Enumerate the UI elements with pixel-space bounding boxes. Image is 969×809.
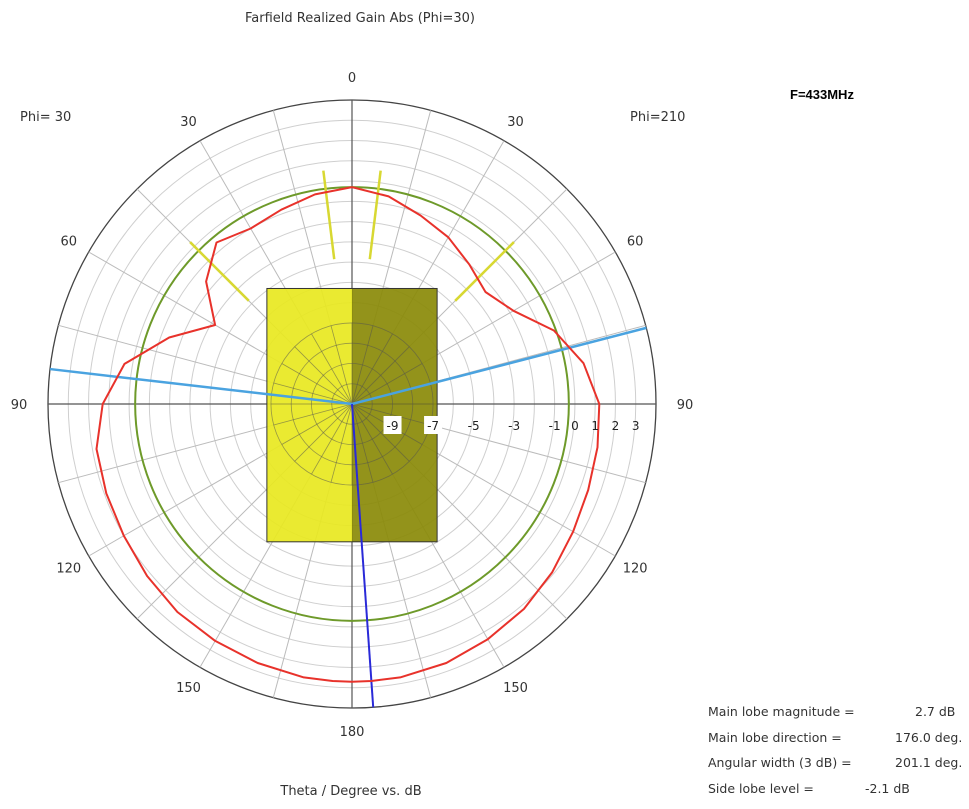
- grid-spoke: [351, 346, 410, 405]
- stat-value: 176.0 deg.: [895, 730, 962, 745]
- phi-right-label: Phi=210: [630, 110, 685, 125]
- chart-title: Farfield Realized Gain Abs (Phi=30): [245, 11, 475, 26]
- radial-tick-label: 2: [612, 419, 620, 433]
- stat-value: -2.1 dB: [865, 781, 910, 796]
- radial-tick-label: -5: [468, 419, 480, 433]
- stat-label: Main lobe direction =: [708, 730, 842, 745]
- angle-tick-label: 150: [176, 681, 201, 696]
- sidelobe-marker: [322, 170, 336, 260]
- angle-tick-label: 30: [507, 115, 524, 130]
- radial-tick-label: 1: [591, 419, 599, 433]
- radial-tick-label: 3: [632, 419, 640, 433]
- grid-spoke: [273, 403, 353, 426]
- grid-spoke: [351, 333, 393, 405]
- grid-spoke: [351, 403, 393, 475]
- level-box-border: [266, 287, 438, 543]
- sidelobe-marker: [189, 241, 250, 302]
- main-lobe-line: [351, 403, 375, 708]
- grid-spoke: [351, 363, 423, 405]
- grid-spoke: [351, 403, 410, 462]
- grid-spoke: [351, 325, 374, 405]
- sidelobe-marker: [454, 241, 515, 302]
- x-axis-label: Theta / Degree vs. dB: [279, 784, 421, 799]
- radial-tick-label: -9: [387, 419, 399, 433]
- grid-spoke: [351, 403, 374, 483]
- radial-tick-label: -3: [508, 419, 520, 433]
- grid-spoke: [294, 403, 353, 462]
- radial-tick-labels: -9 -7 -5 -3 -1 0 1 2 3: [383, 416, 640, 434]
- angle-tick-label: 90: [677, 398, 694, 413]
- angle-tick-label: 60: [61, 235, 78, 250]
- angle-tick-label: 120: [623, 562, 648, 577]
- grid-spoke: [273, 382, 353, 405]
- stat-label: Side lobe level =: [708, 781, 814, 796]
- phi-left-label: Phi= 30: [20, 110, 71, 125]
- grid-spoke: [311, 403, 353, 475]
- gain-curve: [95, 186, 601, 683]
- grid-spoke: [294, 346, 353, 405]
- grid-spoke: [281, 403, 353, 445]
- beamwidth-line: [351, 326, 647, 406]
- angle-tick-label: 90: [11, 398, 28, 413]
- sidelobe-marker: [368, 170, 382, 260]
- grid-spoke: [281, 363, 353, 405]
- radial-tick-label: 0: [571, 419, 579, 433]
- angle-tick-label: 180: [340, 725, 365, 740]
- stat-value: 2.7 dB: [915, 704, 955, 719]
- radial-tick-label: -7: [427, 419, 439, 433]
- angle-tick-label: 120: [56, 562, 81, 577]
- radial-tick-bg: [383, 416, 402, 434]
- grid-spoke: [311, 333, 353, 405]
- grid-spoke: [330, 325, 353, 405]
- grid-spoke: [351, 403, 431, 426]
- radial-tick-label: -1: [549, 419, 561, 433]
- frequency-label: F=433MHz: [790, 87, 854, 102]
- radial-tick-bg: [424, 416, 443, 434]
- stats-block: Main lobe magnitude = 2.7 dB Main lobe d…: [708, 704, 962, 796]
- angle-tick-label: 30: [180, 115, 197, 130]
- angle-tick-label: 60: [627, 235, 644, 250]
- angle-tick-label: 0: [348, 71, 356, 86]
- curves: [49, 170, 647, 708]
- angle-tick-label: 150: [503, 681, 528, 696]
- stat-value: 201.1 deg.: [895, 755, 962, 770]
- grid-spoke: [330, 403, 353, 483]
- stat-label: Angular width (3 dB) =: [708, 755, 852, 770]
- stat-label: Main lobe magnitude =: [708, 704, 855, 719]
- level-box: [266, 287, 438, 543]
- beamwidth-line: [49, 367, 353, 406]
